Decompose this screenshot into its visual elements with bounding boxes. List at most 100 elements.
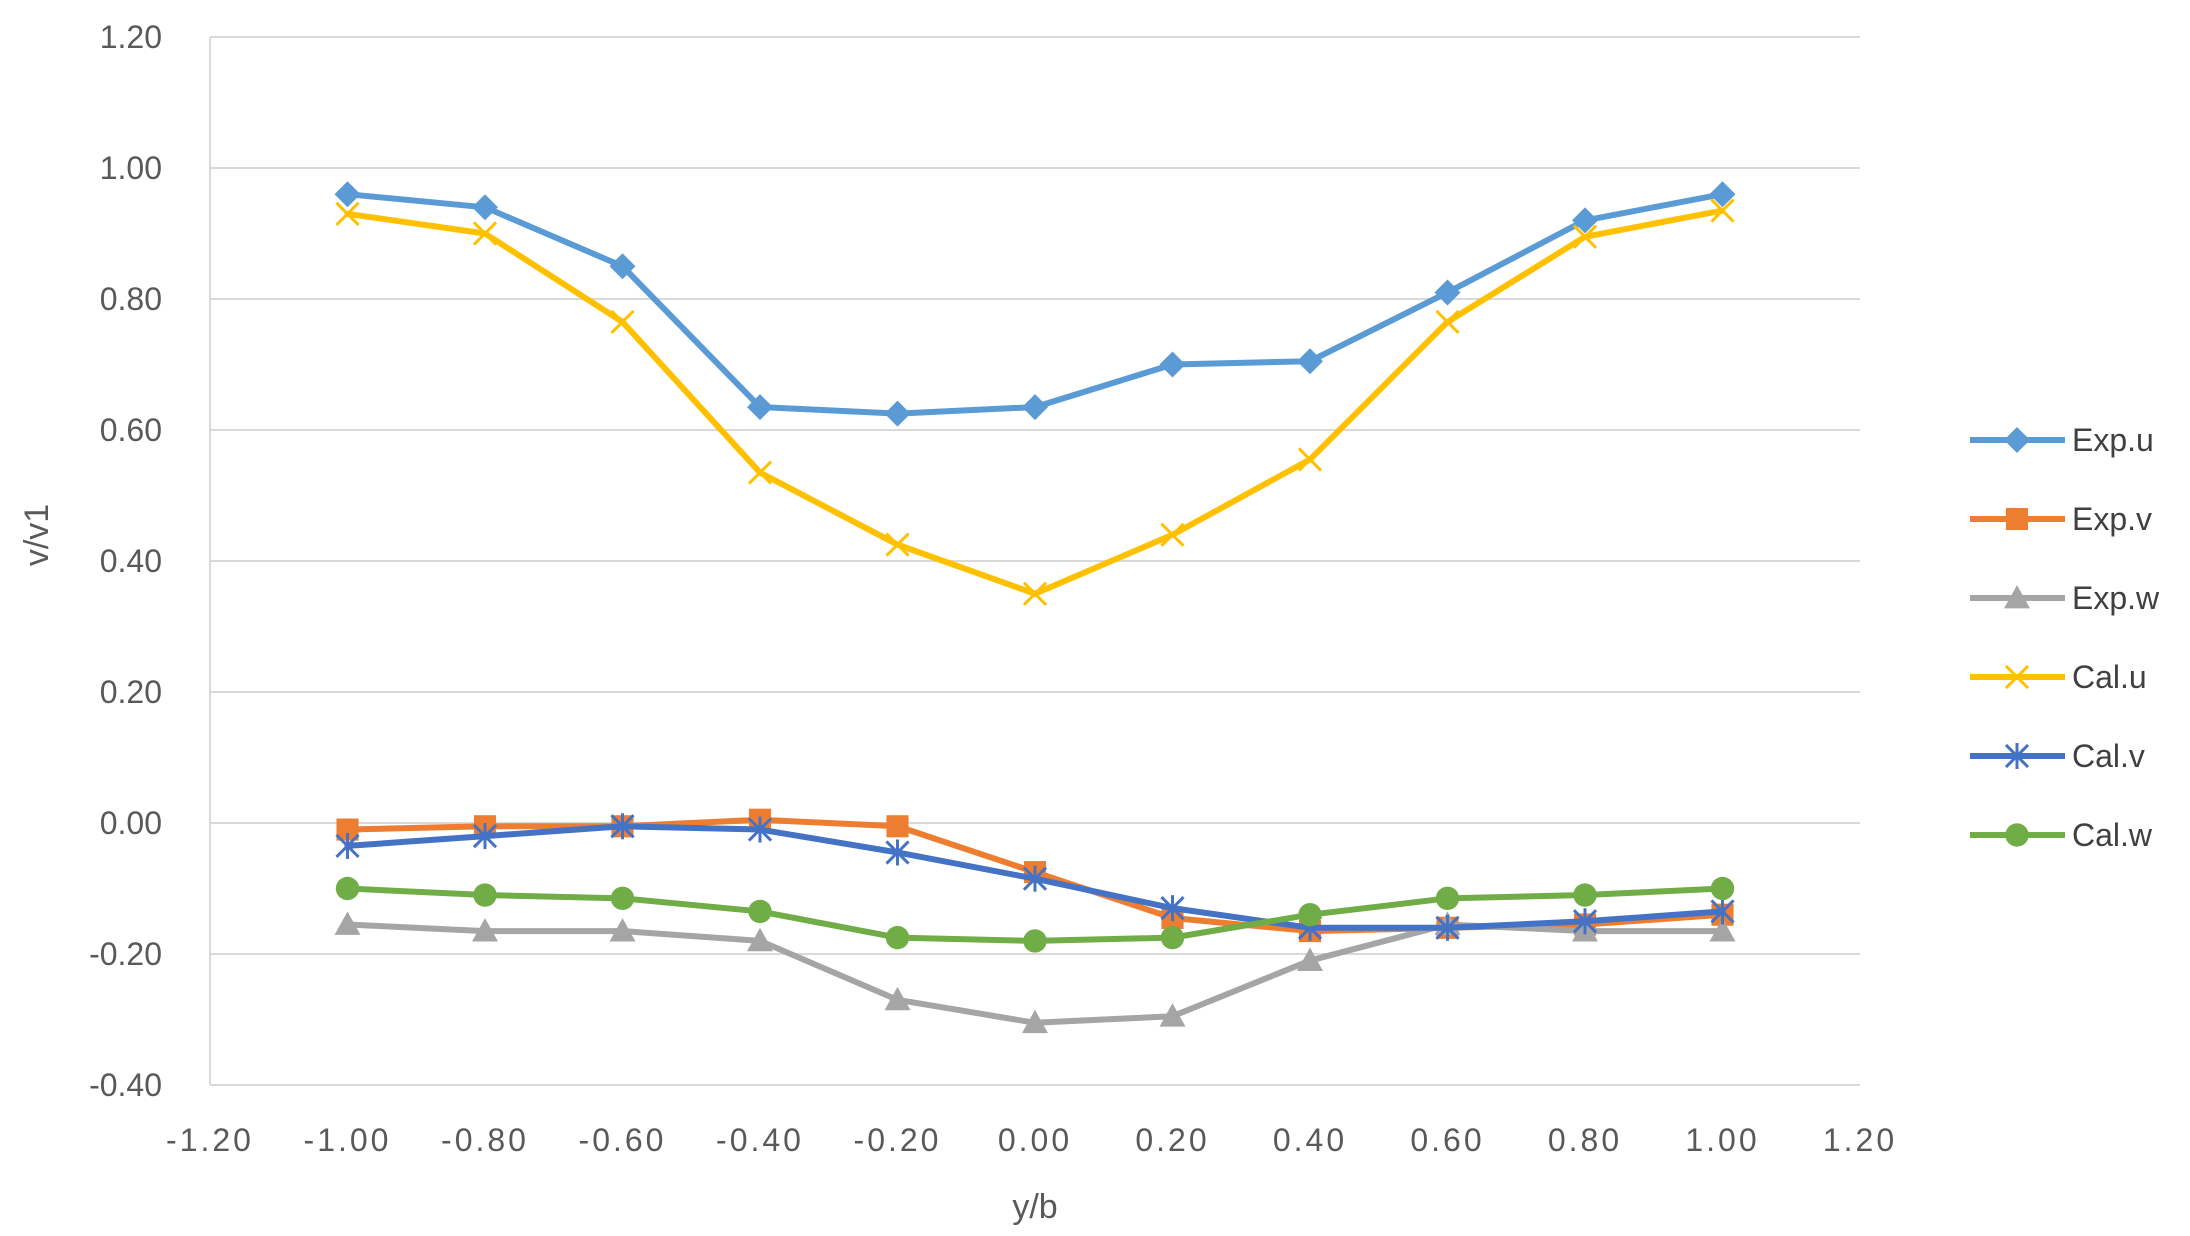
series-line xyxy=(344,191,1726,417)
data-point xyxy=(1023,929,1047,953)
data-point xyxy=(1159,1003,1186,1027)
marker-stroke xyxy=(1572,224,1598,249)
x-tick-label: 0.00 xyxy=(998,1122,1072,1158)
data-point xyxy=(472,221,498,246)
data-point xyxy=(1572,908,1598,935)
data-point xyxy=(1160,522,1185,547)
data-point xyxy=(2004,743,2030,769)
data-point xyxy=(2004,664,2030,690)
data-point xyxy=(1709,181,1736,208)
marker-stroke xyxy=(610,309,635,335)
legend-entry: Exp.w xyxy=(1970,580,2160,616)
x-tick-label: 0.80 xyxy=(1548,1122,1622,1158)
marker-stroke xyxy=(335,201,360,226)
data-point xyxy=(336,818,359,841)
x-tick-label: -1.20 xyxy=(166,1122,254,1158)
data-point xyxy=(1572,207,1598,234)
data-point xyxy=(335,832,360,859)
series-exp-u xyxy=(334,181,1736,427)
data-point xyxy=(610,886,635,911)
x-tick-label: -0.60 xyxy=(579,1122,667,1158)
legend-entry: Exp.u xyxy=(1970,422,2154,458)
data-point xyxy=(1159,351,1186,378)
data-point xyxy=(1434,279,1461,306)
marker-stroke xyxy=(885,532,910,557)
data-point xyxy=(1435,309,1460,335)
data-point xyxy=(2005,823,2029,847)
data-point xyxy=(747,927,773,952)
series-cal-w xyxy=(335,876,1735,953)
data-point xyxy=(1709,918,1736,942)
y-tick-label: -0.20 xyxy=(89,936,162,972)
x-tick-label: -0.80 xyxy=(441,1122,529,1158)
marker-stroke xyxy=(472,221,498,246)
x-axis-title: y/b xyxy=(1012,1188,1057,1226)
data-point xyxy=(1297,447,1323,472)
marker-stroke xyxy=(1160,522,1185,547)
y-tick-label: 0.60 xyxy=(100,412,162,448)
legend-label: Exp.v xyxy=(2072,501,2152,537)
legend-entry: Cal.v xyxy=(1970,738,2145,774)
data-point xyxy=(1435,886,1460,911)
data-point xyxy=(747,460,773,485)
legend: Exp.u Exp.v Exp.w Cal.u Cal.v Cal.w xyxy=(1970,422,2160,853)
marker-stroke xyxy=(747,460,773,485)
data-point xyxy=(1435,914,1460,941)
marker-stroke xyxy=(2004,664,2030,690)
y-tick-label: 0.20 xyxy=(100,674,162,710)
data-point xyxy=(473,883,497,907)
y-tick-label: -0.40 xyxy=(89,1067,162,1103)
legend-entry: Cal.w xyxy=(1970,817,2153,853)
data-point xyxy=(747,394,773,421)
data-point xyxy=(1297,348,1323,375)
data-point xyxy=(886,815,909,838)
data-point xyxy=(885,839,910,866)
data-point xyxy=(1573,883,1597,907)
legend-entry: Cal.u xyxy=(1970,659,2147,695)
data-point xyxy=(472,918,498,942)
data-point xyxy=(1022,1009,1048,1034)
legend-label: Exp.u xyxy=(2072,422,2154,458)
data-point xyxy=(1710,198,1735,223)
series-cal-v xyxy=(335,813,1735,941)
x-tick-label: 1.00 xyxy=(1685,1122,1759,1158)
legend-label: Cal.w xyxy=(2072,817,2153,853)
data-point xyxy=(1160,895,1185,922)
x-tick-label: 0.60 xyxy=(1410,1122,1484,1158)
x-tick-label: 0.20 xyxy=(1135,1122,1209,1158)
data-point xyxy=(334,181,361,208)
data-point xyxy=(335,876,360,901)
x-tick-label: 1.20 xyxy=(1823,1122,1897,1158)
legend-label: Exp.w xyxy=(2072,580,2160,616)
data-point xyxy=(1022,394,1048,421)
series-plot-area xyxy=(334,181,1736,1034)
legend-label: Cal.v xyxy=(2072,738,2145,774)
data-point xyxy=(2004,585,2030,609)
data-point xyxy=(609,253,636,280)
y-tick-label: 1.20 xyxy=(100,19,162,55)
y-tick-label: 1.00 xyxy=(100,150,162,186)
marker-stroke xyxy=(1435,309,1460,335)
legend-label: Cal.u xyxy=(2072,659,2147,695)
data-point xyxy=(884,400,911,427)
y-tick-label: 0.40 xyxy=(100,543,162,579)
data-point xyxy=(1710,876,1735,901)
data-point xyxy=(748,899,772,924)
marker-stroke xyxy=(1022,581,1048,606)
x-tick-label: 0.40 xyxy=(1273,1122,1347,1158)
data-point xyxy=(1022,581,1048,606)
data-point xyxy=(1572,224,1598,249)
data-point xyxy=(885,532,910,557)
y-tick-label: 0.80 xyxy=(100,281,162,317)
legend-entry: Exp.v xyxy=(1970,501,2152,537)
data-point xyxy=(609,918,636,942)
data-point xyxy=(1298,903,1322,927)
data-point xyxy=(1297,947,1323,971)
x-tick-labels: -1.20 -1.00 -0.80 -0.60 -0.40 -0.20 0.00 0.20 0.… xyxy=(166,1122,1897,1158)
data-point xyxy=(2004,427,2030,453)
data-point xyxy=(610,309,635,335)
data-point xyxy=(1160,925,1185,950)
y-axis-title: v/v1 xyxy=(18,504,56,566)
marker-stroke xyxy=(1297,447,1323,472)
data-point xyxy=(884,986,911,1011)
